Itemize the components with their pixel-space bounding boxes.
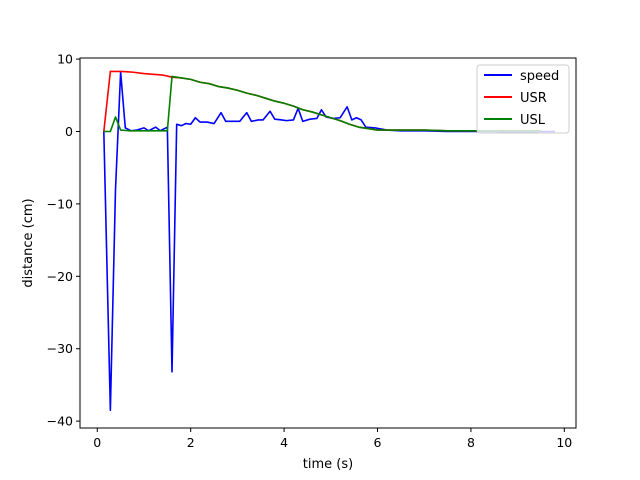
legend-label-usr: USR — [520, 91, 547, 106]
y-tick-label: 0 — [65, 124, 73, 139]
y-tick-label: −20 — [47, 269, 73, 284]
y-tick-label: −30 — [47, 341, 73, 356]
x-tick-label: 0 — [93, 435, 101, 450]
y-axis-ticks: −40 −30 −20 −10 0 10 — [47, 52, 80, 429]
x-tick-label: 10 — [556, 435, 572, 450]
x-tick-label: 8 — [467, 435, 475, 450]
legend-box — [476, 64, 570, 134]
x-axis-ticks: 0 2 4 6 8 10 — [93, 428, 572, 450]
legend-label-speed: speed — [520, 69, 559, 84]
x-tick-label: 6 — [374, 435, 382, 450]
axes-frame — [79, 57, 577, 429]
y-tick-label: 10 — [57, 52, 73, 67]
series-line-usl — [103, 75, 541, 133]
y-tick-label: −40 — [47, 414, 73, 429]
series-line-speed — [103, 71, 555, 412]
x-tick-label: 4 — [280, 435, 288, 450]
x-axis-label: time (s) — [303, 457, 353, 472]
legend-label-usl: USL — [520, 113, 546, 128]
y-tick-label: −10 — [47, 196, 73, 211]
series-layer — [103, 70, 555, 412]
x-tick-label: 2 — [187, 435, 195, 450]
legend: speed USR USL — [476, 64, 570, 134]
y-axis-label: distance (cm) — [21, 198, 36, 287]
